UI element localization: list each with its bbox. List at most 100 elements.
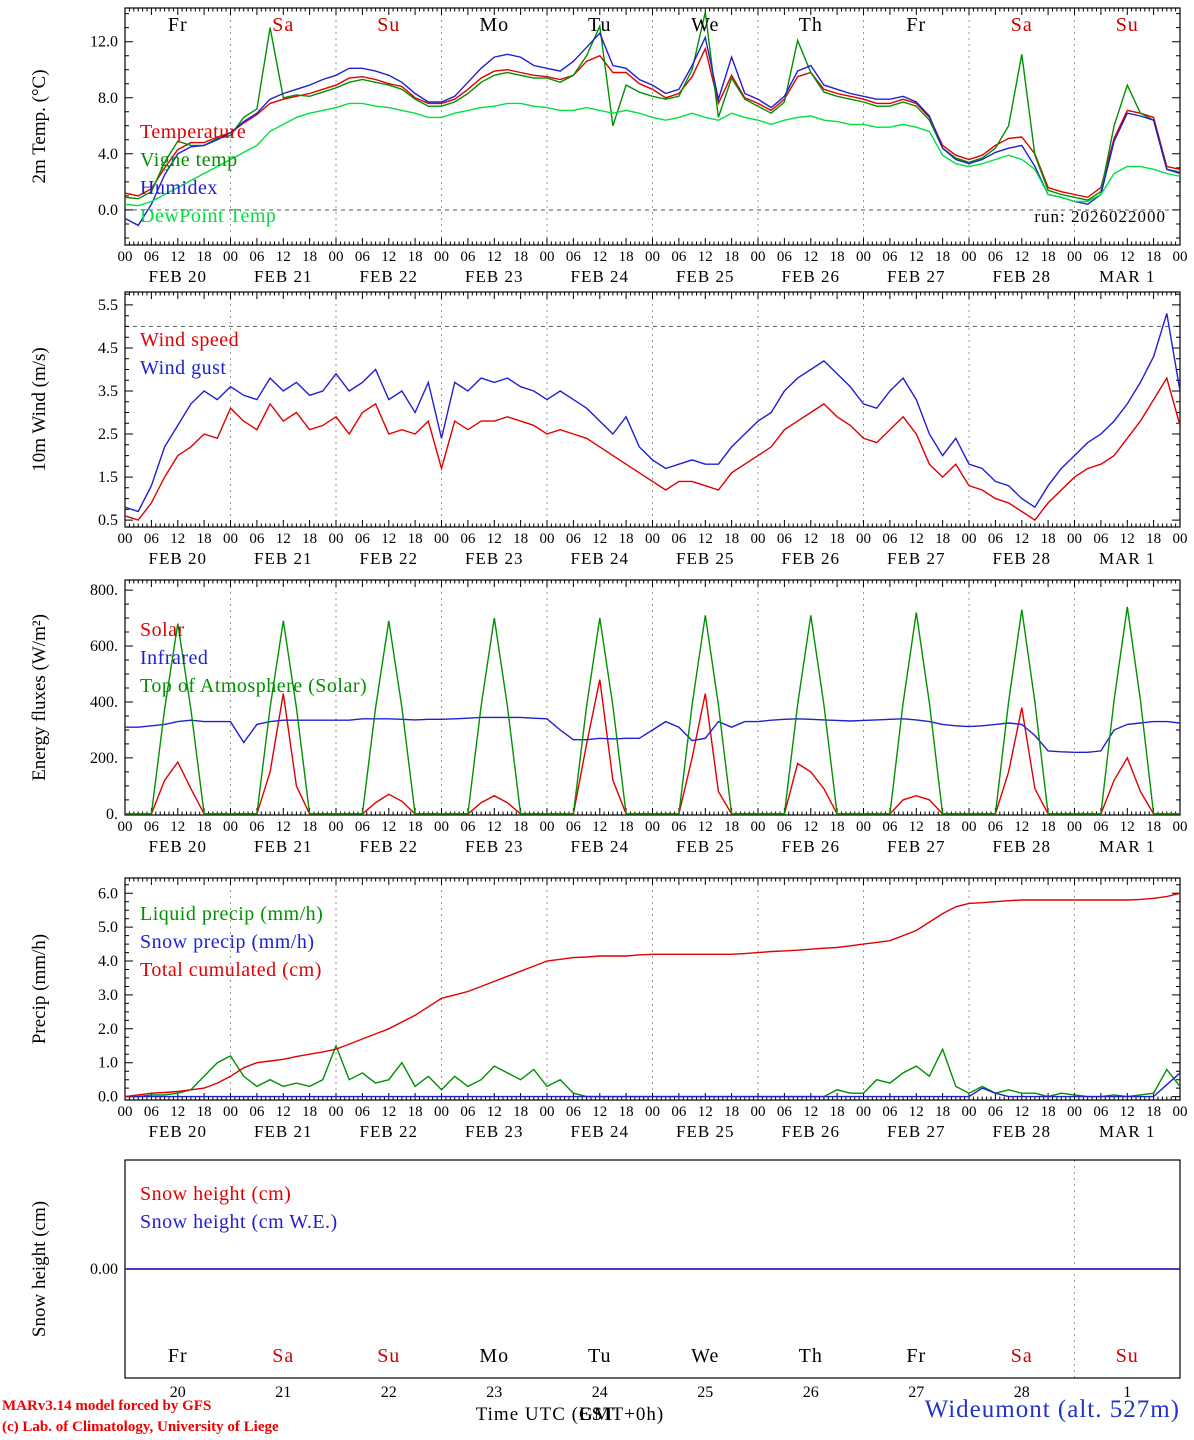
solar-series — [125, 679, 1180, 815]
hour-tick-label: 06 — [460, 249, 476, 265]
date-label: MAR 1 — [1099, 549, 1155, 568]
date-label: MAR 1 — [1099, 1122, 1155, 1141]
timezone-main: GMT — [578, 1404, 625, 1425]
y-tick-label: 4.0 — [98, 146, 118, 163]
series-group — [125, 606, 1180, 815]
hour-tick-label: 00 — [434, 819, 449, 835]
date-label: FEB 20 — [149, 837, 207, 856]
y-tick-label: 600. — [90, 638, 118, 655]
hour-tick-label: 18 — [935, 531, 950, 547]
hour-tick-label: 18 — [197, 531, 212, 547]
hour-tick-label: 18 — [619, 819, 634, 835]
precip-panel: 00 06 12 18 00 06 12 18 00 06 12 18 00 06 12 18 00 06 12 18… — [29, 877, 1188, 1141]
date-label: FEB 28 — [993, 837, 1051, 856]
hour-tick-label: 18 — [619, 531, 634, 547]
weekday-label: Su — [1116, 14, 1139, 36]
day-number-label: 23 — [486, 1384, 502, 1401]
hour-tick-label: 06 — [882, 819, 898, 835]
y-tick-label: 0.00 — [90, 1261, 118, 1278]
hour-tick-label: 00 — [856, 819, 871, 835]
weekday-label: Fr — [168, 1345, 188, 1367]
humidex-series — [125, 31, 1180, 227]
top-of-atmosphere-solar-series — [125, 606, 1180, 815]
hour-tick-label: 12 — [592, 249, 607, 265]
hour-tick-label: 12 — [592, 1104, 607, 1120]
date-label: FEB 24 — [571, 267, 629, 286]
hour-tick-label: 00 — [962, 1104, 977, 1120]
hour-tick-label: 06 — [882, 531, 898, 547]
hour-tick-label: 18 — [408, 819, 423, 835]
date-label: FEB 27 — [887, 837, 945, 856]
day-number-label: 25 — [697, 1384, 713, 1401]
y-tick-label: 6.0 — [98, 885, 118, 902]
y-axis-title: Snow height (cm) — [29, 1201, 50, 1337]
hour-tick-label: 06 — [460, 531, 476, 547]
hour-tick-label: 18 — [513, 249, 528, 265]
infrared-series — [125, 716, 1180, 753]
series-group — [125, 313, 1180, 522]
hour-tick-label: 18 — [619, 249, 634, 265]
day-number-label: 28 — [1014, 1384, 1030, 1401]
hour-tick-label: 06 — [249, 249, 265, 265]
y-tick-label: 4.0 — [98, 953, 118, 970]
hour-tick-label: 18 — [513, 1104, 528, 1120]
date-label: FEB 22 — [360, 267, 418, 286]
hour-tick-label: 06 — [460, 819, 476, 835]
weekday-label: Fr — [906, 14, 926, 36]
hour-tick-label: 18 — [197, 249, 212, 265]
hour-tick-label: 06 — [671, 1104, 687, 1120]
hour-tick-label: 00 — [118, 1104, 133, 1120]
hour-tick-label: 00 — [751, 819, 766, 835]
hour-tick-label: 12 — [1014, 531, 1029, 547]
y-tick-label: 5.5 — [98, 297, 118, 314]
day-number-label: 24 — [592, 1384, 608, 1401]
hour-tick-label: 12 — [1014, 1104, 1029, 1120]
hour-tick-label: 12 — [487, 1104, 502, 1120]
date-label: FEB 22 — [360, 837, 418, 856]
legend-label: Wind gust — [140, 357, 226, 379]
hour-tick-label: 06 — [777, 249, 793, 265]
time-label-prefix: Time UTC ( — [475, 1404, 579, 1425]
legend-label: Infrared — [140, 647, 208, 669]
hour-tick-label: 18 — [302, 1104, 317, 1120]
hour-tick-label: 06 — [671, 531, 687, 547]
date-label: FEB 25 — [676, 837, 734, 856]
y-tick-label: 400. — [90, 694, 118, 711]
wind-panel: 00 06 12 18 00 06 12 18 00 06 12 18 00 06 12 18 00 06 12 18… — [29, 291, 1188, 568]
hour-tick-label: 12 — [698, 249, 713, 265]
hour-tick-label: 06 — [249, 531, 265, 547]
hour-tick-label: 06 — [144, 249, 160, 265]
hour-tick-label: 00 — [962, 249, 977, 265]
y-tick-label: 200. — [90, 750, 118, 767]
hour-tick-label: 12 — [592, 819, 607, 835]
date-label: FEB 26 — [782, 837, 840, 856]
y-tick-label: 1.5 — [98, 469, 118, 486]
hour-tick-label: 06 — [988, 531, 1004, 547]
legend-label: Snow height (cm W.E.) — [140, 1211, 338, 1233]
y-tick-label: 12.0 — [90, 34, 118, 51]
time-label-suffix: +0h) — [624, 1404, 665, 1425]
hour-tick-label: 18 — [408, 1104, 423, 1120]
date-label: FEB 21 — [254, 549, 312, 568]
hour-tick-label: 06 — [671, 819, 687, 835]
legend-label: Liquid precip (mm/h) — [140, 903, 323, 925]
date-label: FEB 26 — [782, 267, 840, 286]
day-number-label: 20 — [170, 1384, 186, 1401]
date-label: FEB 27 — [887, 549, 945, 568]
hour-tick-label: 18 — [724, 1104, 739, 1120]
hour-tick-label: 00 — [645, 1104, 660, 1120]
legend-label: Top of Atmosphere (Solar) — [140, 675, 367, 697]
day-number-label: 21 — [275, 1384, 291, 1401]
hour-tick-label: 06 — [144, 1104, 160, 1120]
run-label: run: 2026022000 — [1034, 207, 1166, 226]
hour-tick-label: 12 — [803, 819, 818, 835]
date-label: FEB 21 — [254, 267, 312, 286]
hour-tick-label: 00 — [118, 249, 133, 265]
hour-tick-label: 00 — [329, 531, 344, 547]
dewpoint-temp-series — [125, 102, 1180, 207]
hour-tick-label: 18 — [302, 819, 317, 835]
vigne-temp-series — [125, 12, 1180, 201]
hour-tick-label: 00 — [118, 531, 133, 547]
hour-tick-label: 12 — [803, 249, 818, 265]
hour-tick-label: 12 — [381, 249, 396, 265]
